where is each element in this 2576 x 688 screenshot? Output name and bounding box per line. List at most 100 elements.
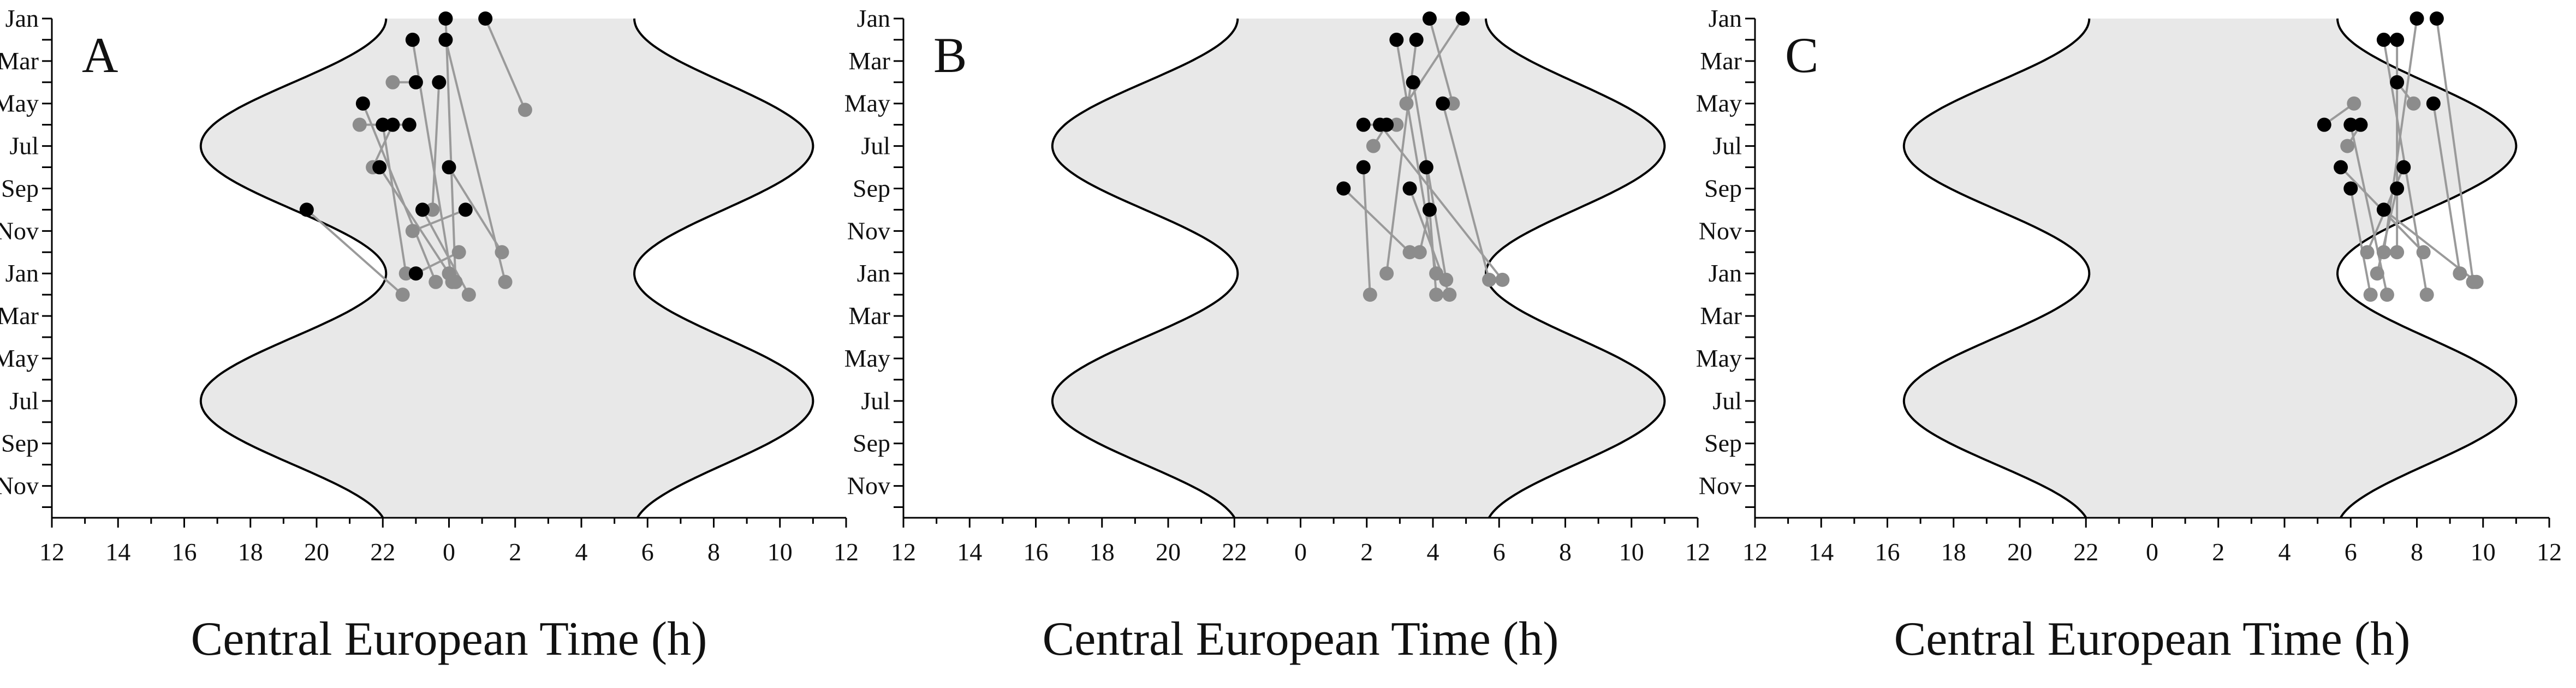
pair-connector bbox=[1342, 188, 1411, 253]
y-tick-label: Jul bbox=[9, 132, 39, 160]
y-tick-label: Sep bbox=[1704, 174, 1742, 202]
second-point bbox=[2416, 245, 2431, 260]
x-tick-label: 6 bbox=[1493, 538, 1506, 566]
pair-connector bbox=[444, 18, 457, 282]
second-point bbox=[395, 288, 410, 302]
pair-connector bbox=[362, 103, 437, 283]
y-tick-label: Sep bbox=[1, 174, 39, 202]
y-tick-label: Nov bbox=[0, 472, 39, 500]
y-tick-label: Jul bbox=[861, 132, 890, 160]
y-tick-label: Sep bbox=[1704, 429, 1742, 457]
second-point bbox=[1402, 245, 1417, 260]
night-region bbox=[200, 19, 813, 518]
dawn-curve bbox=[2336, 18, 2518, 519]
first-point bbox=[1356, 160, 1371, 175]
first-point bbox=[2343, 117, 2358, 132]
second-point bbox=[425, 202, 440, 217]
pair-connector bbox=[2349, 188, 2372, 295]
second-point bbox=[1399, 96, 1414, 111]
panel-c: Jan Mar May Jul Sep Nov Jan Mar May Jul Sep Nov 12 14… bbox=[1696, 4, 2562, 666]
second-point bbox=[1429, 288, 1444, 302]
y-tick-label: Jan bbox=[857, 4, 890, 32]
first-point bbox=[355, 96, 370, 111]
first-point bbox=[2390, 181, 2405, 196]
second-point bbox=[451, 245, 466, 260]
second-point bbox=[517, 103, 532, 117]
x-tick-label: 16 bbox=[1875, 538, 1900, 566]
pair-connector bbox=[2435, 18, 2474, 283]
pair-connector bbox=[1418, 209, 1431, 253]
x-tick-label: 2 bbox=[509, 538, 521, 566]
x-tick-label: 20 bbox=[1156, 538, 1181, 566]
y-tick-label: Jul bbox=[9, 387, 39, 415]
pair-connector bbox=[431, 82, 441, 210]
y-tick-label: Nov bbox=[847, 472, 890, 500]
dawn-curve bbox=[633, 18, 814, 519]
night-region bbox=[1903, 19, 2516, 518]
second-point bbox=[1412, 245, 1427, 260]
pair-connector bbox=[1442, 103, 1490, 280]
night-region bbox=[1052, 19, 1665, 518]
pair-connector bbox=[448, 166, 503, 253]
x-tick-label: 8 bbox=[2411, 538, 2423, 566]
y-tick-label: Mar bbox=[1700, 47, 1742, 75]
x-tick-label: 4 bbox=[2278, 538, 2291, 566]
pair-connector bbox=[382, 124, 407, 274]
x-tick-label: 10 bbox=[768, 538, 793, 566]
x-tick-label: 8 bbox=[707, 538, 720, 566]
second-point bbox=[2360, 245, 2375, 260]
second-point bbox=[1439, 272, 1454, 287]
x-tick-label: 22 bbox=[1222, 538, 1247, 566]
y-tick-label: May bbox=[0, 89, 39, 117]
first-point bbox=[432, 75, 447, 89]
x-tick-label: 12 bbox=[891, 538, 916, 566]
x-tick-label: 14 bbox=[105, 538, 130, 566]
first-point bbox=[1373, 117, 1387, 132]
second-point bbox=[495, 245, 509, 260]
pair-connector bbox=[1362, 167, 1371, 295]
second-point bbox=[405, 224, 420, 238]
first-point bbox=[2334, 160, 2348, 175]
x-tick-label: 2 bbox=[1360, 538, 1373, 566]
second-point bbox=[2406, 96, 2421, 111]
panel-letter: A bbox=[82, 27, 118, 83]
x-tick-label: 18 bbox=[1090, 538, 1115, 566]
dusk-curve bbox=[1051, 18, 1239, 519]
second-point bbox=[2347, 96, 2361, 111]
first-point bbox=[2376, 32, 2391, 47]
x-tick-label: 20 bbox=[2007, 538, 2032, 566]
y-tick-label: Nov bbox=[1699, 472, 1742, 500]
x-tick-label: 4 bbox=[1427, 538, 1439, 566]
x-tick-label: 0 bbox=[1294, 538, 1307, 566]
x-tick-label: 18 bbox=[238, 538, 263, 566]
second-point bbox=[2363, 288, 2378, 302]
pair-connector bbox=[2349, 124, 2388, 295]
x-tick-label: 22 bbox=[2073, 538, 2098, 566]
y-tick-label: Sep bbox=[853, 174, 890, 202]
x-tick-label: 12 bbox=[1685, 538, 1710, 566]
x-tick-label: 6 bbox=[2345, 538, 2357, 566]
second-point bbox=[2453, 266, 2467, 281]
second-point bbox=[461, 288, 476, 302]
y-tick-label: Nov bbox=[1699, 217, 1742, 244]
first-point bbox=[2396, 160, 2411, 175]
y-tick-label: May bbox=[1696, 344, 1742, 372]
x-tick-label: 8 bbox=[1559, 538, 1572, 566]
first-point bbox=[299, 202, 314, 217]
first-point bbox=[415, 202, 430, 217]
second-point bbox=[429, 274, 443, 289]
pair-connector bbox=[1405, 17, 1464, 104]
y-tick-label: Jan bbox=[5, 259, 39, 287]
first-point bbox=[1406, 75, 1420, 89]
first-point bbox=[2376, 202, 2391, 217]
first-point bbox=[408, 75, 423, 89]
first-point bbox=[372, 160, 387, 175]
x-tick-label: 18 bbox=[1941, 538, 1966, 566]
y-tick-label: Jan bbox=[857, 259, 890, 287]
x-tick-label: 0 bbox=[2146, 538, 2158, 566]
x-tick-label: 16 bbox=[1024, 538, 1049, 566]
first-point bbox=[408, 266, 423, 281]
y-tick-label: Mar bbox=[848, 47, 890, 75]
x-tick-label: 22 bbox=[370, 538, 395, 566]
second-point bbox=[2370, 266, 2384, 281]
